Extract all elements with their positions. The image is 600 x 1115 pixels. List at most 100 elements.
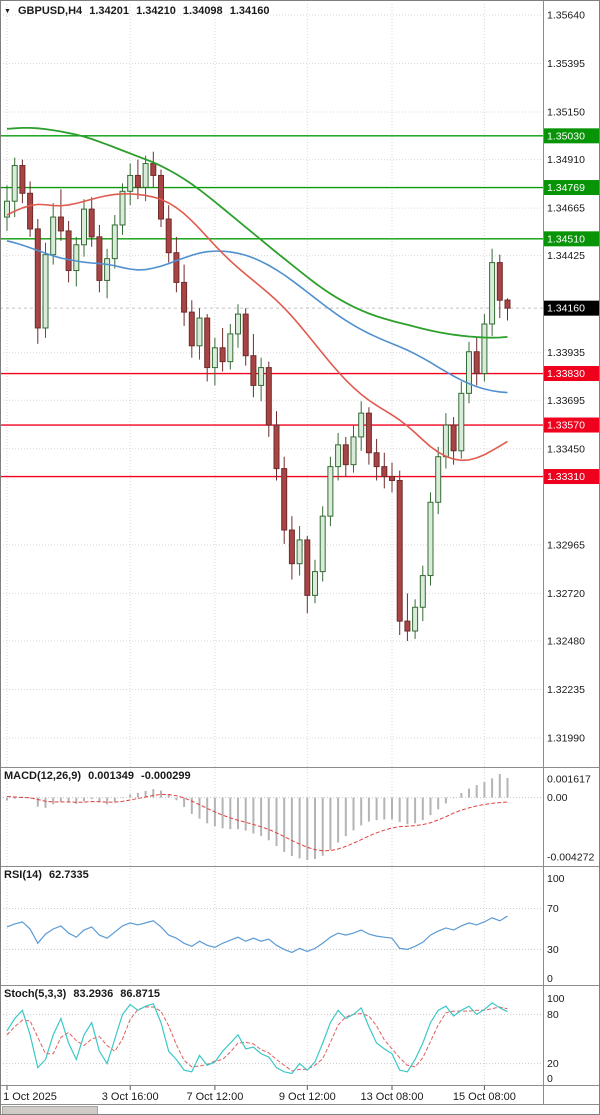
candle-body	[496, 262, 503, 301]
bottom-panel-stub[interactable]	[2, 1106, 98, 1115]
main-chart-title: ▼ GBPUSD,H4 1.34201 1.34210 1.34098 1.34…	[4, 5, 274, 17]
price-badge-label: 1.35030	[547, 130, 585, 142]
price-badge-label: 1.34510	[547, 233, 585, 245]
candle-body	[11, 165, 18, 202]
stoch-axis-label: 100	[547, 993, 565, 1005]
price-tick-label: 1.32235	[547, 684, 585, 696]
candle-body	[134, 174, 141, 188]
candle-body	[258, 367, 265, 386]
candle-body	[158, 174, 164, 220]
price-tick-label: 1.32720	[547, 588, 585, 600]
symbol-timeframe-label: GBPUSD,H4	[18, 5, 83, 17]
macd-signal-line	[6, 793, 508, 852]
candle-body	[288, 529, 295, 565]
price-tick-label: 1.34425	[547, 250, 585, 262]
candle-body	[504, 299, 511, 309]
price-badge	[544, 300, 600, 316]
ma-fast-red	[6, 193, 508, 462]
candle-body	[81, 208, 87, 246]
time-axis-label: 1 Oct 2025	[3, 1091, 57, 1103]
price-badge-label: 1.33570	[547, 420, 585, 432]
candle-body	[211, 347, 218, 369]
candle-body	[150, 163, 157, 176]
candle-body	[412, 606, 419, 632]
candle-body	[296, 539, 303, 565]
candle-body	[73, 244, 80, 272]
price-badge	[544, 469, 600, 485]
macd-axis-label: 0.00	[547, 792, 568, 804]
price-badge-label: 1.33830	[547, 368, 585, 380]
price-tick-label: 1.34665	[547, 203, 585, 215]
objects-dropdown-icon[interactable]: ▼	[4, 8, 11, 15]
ohlc-close-value: 1.34160	[229, 5, 270, 17]
stoch-axis-label: 80	[547, 1009, 559, 1021]
candle-body	[389, 476, 395, 481]
candle-body	[450, 424, 457, 452]
price-badge	[544, 366, 600, 382]
candle-body	[458, 392, 465, 452]
stoch-main-line	[6, 1002, 508, 1075]
candle-body	[319, 515, 326, 573]
rsi-line	[6, 915, 508, 954]
macd-axis-label: -0.004272	[547, 852, 594, 864]
candle-body	[373, 452, 380, 468]
candle-body	[442, 424, 449, 458]
ohlc-high-value: 1.34210	[136, 5, 176, 17]
candle-body	[473, 351, 480, 375]
candle-body	[19, 165, 26, 194]
candle-body	[34, 228, 41, 329]
candle-body	[481, 323, 488, 375]
macd-signal-value: -0.000299	[141, 770, 191, 782]
candle-body	[335, 444, 342, 468]
time-axis-label: 15 Oct 08:00	[453, 1091, 516, 1103]
price-badge-label: 1.34160	[547, 303, 585, 315]
stoch-d-value: 86.8715	[120, 988, 161, 1000]
candle-body	[204, 317, 211, 369]
macd-indicator-label: MACD(12,26,9)	[4, 770, 82, 782]
candle-body	[227, 333, 234, 363]
rsi-panel-title: RSI(14) 62.7335	[4, 869, 93, 881]
stoch-indicator-label: Stoch(5,3,3)	[4, 988, 67, 1000]
candle-body	[265, 367, 272, 426]
time-axis-label: 9 Oct 12:00	[279, 1091, 336, 1103]
candle-body	[65, 230, 72, 272]
candle-body	[165, 218, 172, 254]
candle-body	[342, 444, 349, 466]
rsi-axis-label: 70	[547, 903, 559, 915]
rsi-indicator-label: RSI(14)	[4, 869, 42, 881]
candle-body	[250, 355, 257, 386]
price-badge	[544, 180, 600, 196]
candle-body	[381, 466, 388, 478]
candle-body	[404, 620, 411, 632]
price-tick-label: 1.33695	[547, 395, 585, 407]
candle-body	[181, 281, 188, 313]
candle-body	[327, 466, 334, 517]
price-tick-label: 1.32965	[547, 539, 585, 551]
candle-body	[304, 539, 311, 596]
candle-body	[427, 501, 434, 577]
candle-body	[88, 208, 95, 238]
candle-body	[312, 571, 318, 596]
rsi-axis-label: 0	[547, 973, 553, 985]
candle-body	[173, 252, 180, 283]
stoch-axis-label: 0	[547, 1073, 553, 1085]
candle-body	[466, 351, 472, 394]
time-axis-label: 13 Oct 08:00	[361, 1091, 424, 1103]
price-tick-label: 1.35640	[547, 10, 585, 22]
price-tick-label: 1.35395	[547, 58, 585, 70]
stoch-panel-title: Stoch(5,3,3) 83.2936 86.8715	[4, 988, 164, 1000]
candle-body	[350, 436, 357, 466]
time-axis-label: 3 Oct 16:00	[102, 1091, 159, 1103]
macd-axis-label: 0.001617	[547, 774, 591, 786]
candle-body	[42, 254, 49, 329]
stoch-signal-line	[6, 1006, 508, 1072]
candle-body	[235, 313, 241, 335]
price-badge	[544, 128, 600, 144]
candle-body	[111, 224, 118, 260]
price-badge-label: 1.34769	[547, 182, 585, 194]
price-badge	[544, 417, 600, 433]
candle-body	[127, 174, 134, 192]
stoch-k-value: 83.2936	[73, 988, 114, 1000]
ma-slow-green	[6, 127, 508, 339]
